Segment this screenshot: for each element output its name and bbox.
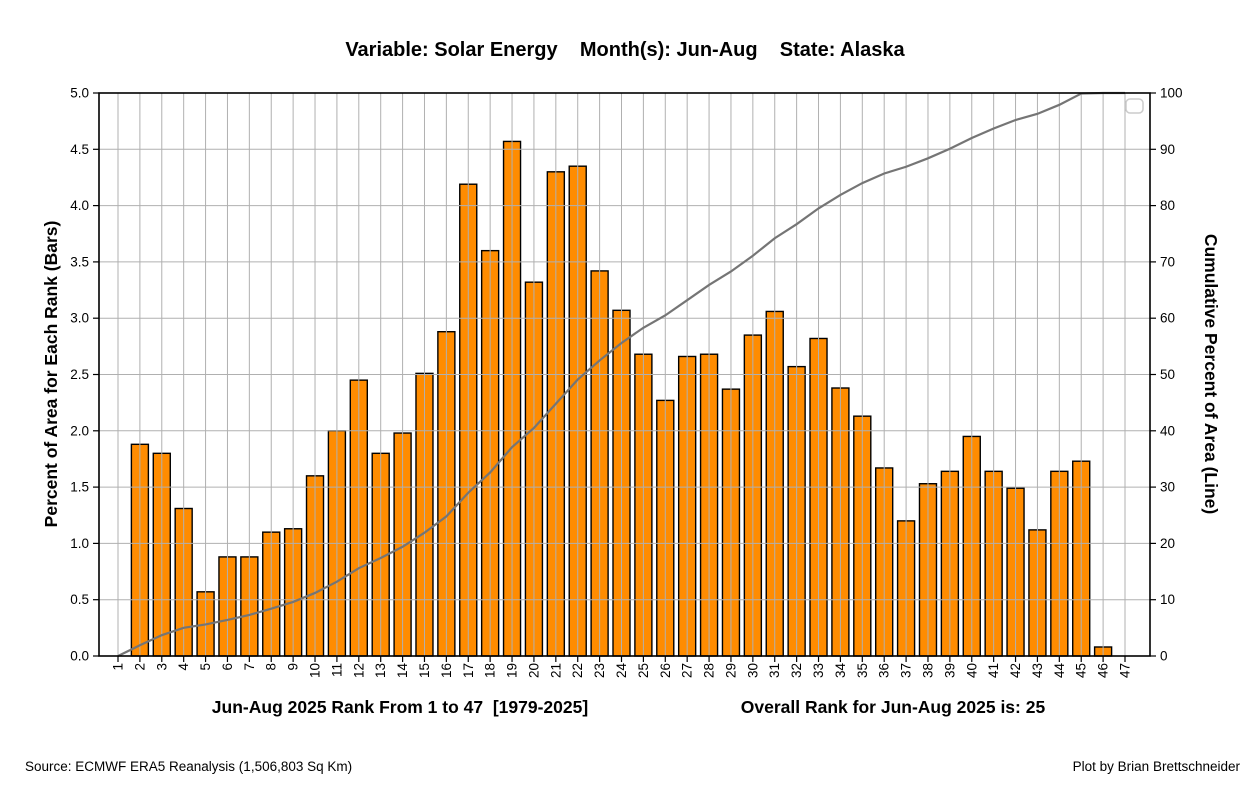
tick-label: 1 (111, 663, 126, 671)
tick-label: 60 (1160, 311, 1175, 326)
tick-label: 50 (1160, 367, 1175, 382)
cumulative-line (117, 91, 1125, 657)
tick-label: 45 (1074, 663, 1089, 678)
tick-label: 38 (920, 663, 935, 678)
source-note: Source: ECMWF ERA5 Reanalysis (1,506,803… (25, 759, 352, 774)
tick-label: 30 (745, 663, 760, 678)
tick-label: 9 (286, 663, 301, 671)
y-axis-label-left: Percent of Area for Each Rank (Bars) (41, 221, 61, 528)
tick-label: 90 (1160, 142, 1175, 157)
tick-labels: 0.0 0.5 1.0 1.5 2.0 2.5 3.0 3.5 4.0 4.5 5.0 0 10 20 30… (70, 86, 1182, 679)
x-axis-label-left: Jun-Aug 2025 Rank From 1 to 47 [1979-202… (212, 697, 588, 717)
tick-label: 10 (308, 663, 323, 678)
tick-label: 80 (1160, 198, 1175, 213)
tick-label: 2.5 (70, 367, 89, 382)
tick-label: 36 (877, 663, 892, 678)
tick-label: 34 (833, 663, 848, 679)
tick-label: 2.0 (70, 423, 89, 438)
tick-label: 17 (461, 663, 476, 678)
tick-label: 40 (1160, 423, 1175, 438)
tick-label: 30 (1160, 480, 1175, 495)
tick-label: 7 (242, 663, 257, 671)
tick-label: 1.0 (70, 536, 89, 551)
tick-label: 24 (614, 663, 629, 679)
tick-label: 41 (986, 663, 1001, 678)
credit-note: Plot by Brian Brettschneider (1073, 759, 1241, 774)
tick-label: 14 (395, 663, 410, 679)
chart-title: Variable: Solar Energy Month(s): Jun-Aug… (345, 39, 905, 61)
legend-box (1125, 98, 1144, 114)
tick-label: 5 (198, 663, 213, 671)
tick-label: 20 (1160, 536, 1175, 551)
tick-label: 6 (220, 663, 235, 671)
tick-label: 29 (723, 663, 738, 678)
tick-label: 26 (658, 663, 673, 678)
tick-label: 20 (526, 663, 541, 678)
tick-label: 4.0 (70, 198, 89, 213)
tick-label: 25 (636, 663, 651, 678)
plot-area: 0.0 0.5 1.0 1.5 2.0 2.5 3.0 3.5 4.0 4.5 5.0 0 10 20 30… (70, 86, 1182, 679)
tick-label: 18 (483, 663, 498, 678)
tick-label: 43 (1030, 663, 1045, 678)
tick-label: 1.5 (70, 480, 89, 495)
tick-label: 15 (417, 663, 432, 678)
tick-label: 0 (1160, 649, 1168, 664)
tick-label: 22 (570, 663, 585, 678)
tick-label: 21 (548, 663, 563, 678)
tick-label: 42 (1008, 663, 1023, 678)
tick-label: 3.0 (70, 311, 89, 326)
tick-label: 16 (439, 663, 454, 678)
tick-label: 3 (154, 663, 169, 671)
tick-label: 47 (1118, 663, 1133, 678)
tick-label: 2 (132, 663, 147, 671)
tick-label: 4.5 (70, 142, 89, 157)
tick-label: 23 (592, 663, 607, 678)
tick-label: 44 (1052, 663, 1067, 679)
tick-label: 0.0 (70, 649, 89, 664)
tick-label: 70 (1160, 254, 1175, 269)
tick-label: 19 (505, 663, 520, 678)
gridlines (99, 92, 1150, 657)
tick-label: 11 (329, 663, 344, 677)
tick-label: 31 (767, 663, 782, 678)
tick-label: 39 (942, 663, 957, 678)
tick-label: 10 (1160, 592, 1175, 607)
tick-label: 33 (811, 663, 826, 678)
tick-label: 32 (789, 663, 804, 678)
tick-label: 13 (373, 663, 388, 678)
tick-label: 28 (702, 663, 717, 678)
tick-label: 0.5 (70, 592, 89, 607)
y-axis-label-right: Cumulative Percent of Area (Line) (1201, 234, 1221, 514)
tick-label: 27 (680, 663, 695, 678)
tick-label: 46 (1096, 663, 1111, 678)
tick-label: 100 (1160, 86, 1183, 101)
tick-label: 8 (264, 663, 279, 671)
tick-label: 5.0 (70, 86, 89, 101)
tick-label: 12 (351, 663, 366, 678)
tick-label: 37 (899, 663, 914, 678)
x-axis-label-right: Overall Rank for Jun-Aug 2025 is: 25 (741, 697, 1046, 717)
tick-label: 35 (855, 663, 870, 678)
tick-label: 3.5 (70, 254, 89, 269)
tick-label: 4 (176, 663, 191, 671)
axis-ticks (93, 92, 1156, 662)
tick-label: 40 (964, 663, 979, 678)
